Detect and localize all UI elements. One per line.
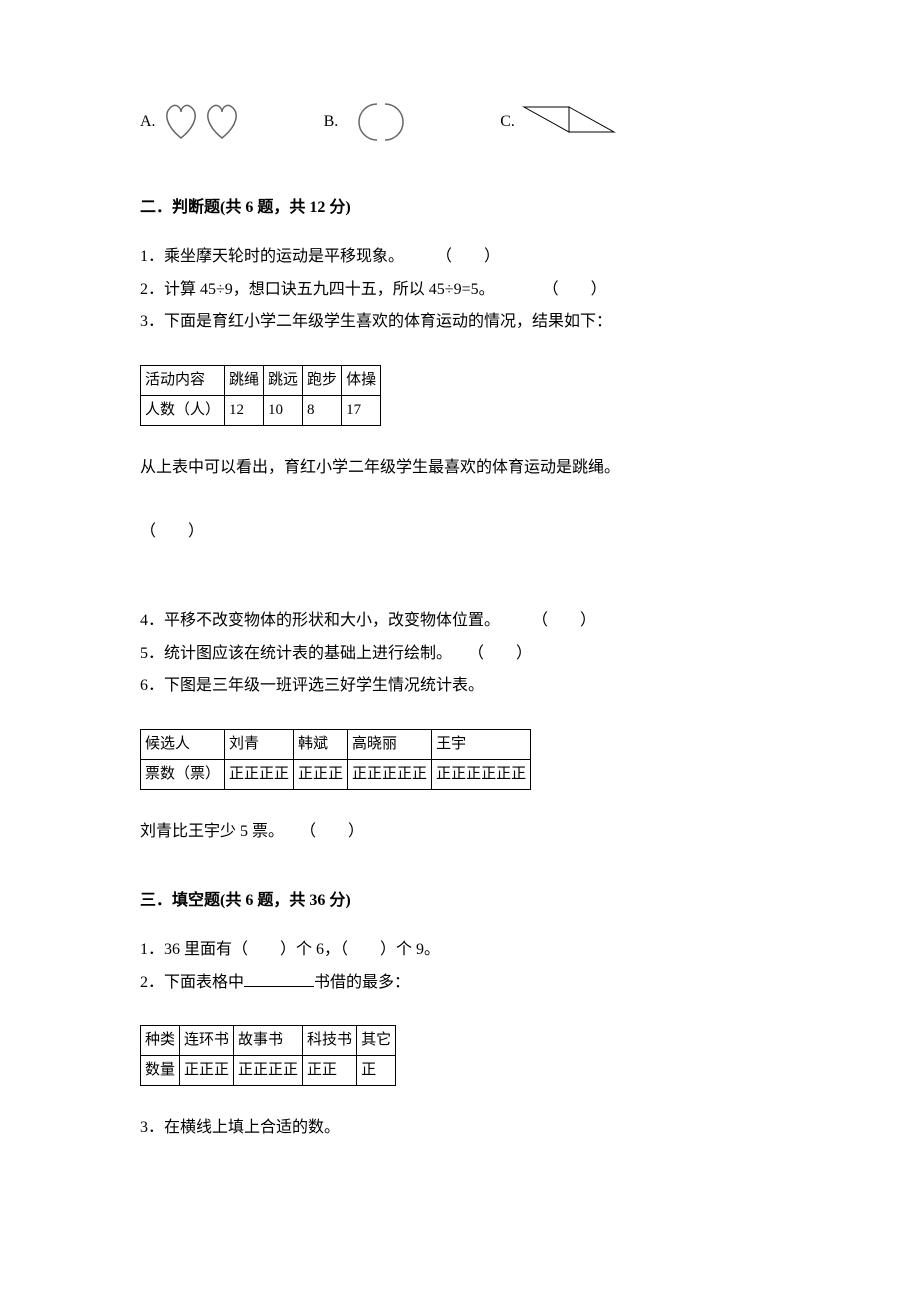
choice-b: B. (324, 100, 421, 144)
fill-q2: 2．下面表格中 书借的最多： (140, 969, 790, 998)
crescents-icon (342, 100, 420, 144)
judgment-q6-intro: 6．下图是三年级一班评选三好学生情况统计表。 (140, 672, 790, 701)
table-cell: 活动内容 (141, 366, 225, 396)
judgment-q3-after: 从上表中可以看出，育红小学二年级学生最喜欢的体育运动是跳绳。 (140, 454, 790, 483)
choice-a: A. (140, 100, 244, 144)
blank-line (244, 971, 314, 987)
vote-table: 候选人 刘青 韩斌 高晓丽 王宇 票数（票） 正正正正 正正正 正正正正正 正正… (140, 729, 531, 790)
table-cell: 故事书 (234, 1026, 303, 1056)
table-cell: 票数（票） (141, 760, 225, 790)
table-cell: 跳绳 (225, 366, 264, 396)
table-cell: 人数（人） (141, 396, 225, 426)
judgment-q5: 5．统计图应该在统计表的基础上进行绘制。 （ ） (140, 640, 790, 669)
table-cell: 其它 (357, 1026, 396, 1056)
table-row: 数量 正正正 正正正正 正正 正 (141, 1056, 396, 1086)
table-cell: 韩斌 (294, 730, 348, 760)
table-cell: 正正正正 (234, 1056, 303, 1086)
table-row: 种类 连环书 故事书 科技书 其它 (141, 1026, 396, 1056)
table-cell: 正正正 (180, 1056, 234, 1086)
choice-a-label: A. (140, 108, 156, 137)
choice-c-label: C. (500, 108, 515, 137)
table-cell: 正正正正 (225, 760, 294, 790)
table-cell: 跑步 (303, 366, 342, 396)
table-row: 票数（票） 正正正正 正正正 正正正正正 正正正正正正 (141, 760, 531, 790)
judgment-q1: 1．乘坐摩天轮时的运动是平移现象。 （ ） (140, 243, 790, 272)
choice-row: A. B. C. (140, 100, 790, 144)
table-cell: 刘青 (225, 730, 294, 760)
table-cell: 高晓丽 (348, 730, 432, 760)
table-cell: 候选人 (141, 730, 225, 760)
judgment-q2: 2．计算 45÷9，想口诀五九四十五，所以 45÷9=5。 （ ） (140, 276, 790, 305)
judgment-q6-after: 刘青比王宇少 5 票。 （ ） (140, 818, 790, 847)
table-cell: 连环书 (180, 1026, 234, 1056)
table-cell: 正 (357, 1056, 396, 1086)
table-cell: 种类 (141, 1026, 180, 1056)
fill-q2-post: 书借的最多： (314, 974, 410, 991)
section-three-heading: 三．填空题(共 6 题，共 36 分) (140, 887, 790, 916)
table-row: 活动内容 跳绳 跳远 跑步 体操 (141, 366, 381, 396)
table-cell: 科技书 (303, 1026, 357, 1056)
choice-c: C. (500, 102, 619, 142)
fill-q2-pre: 2．下面表格中 (140, 974, 244, 991)
table-cell: 王宇 (432, 730, 531, 760)
table-cell: 数量 (141, 1056, 180, 1086)
table-cell: 正正正正正 (348, 760, 432, 790)
table-cell: 12 (225, 396, 264, 426)
judgment-q3-blank: （ ） (140, 518, 790, 547)
table-row: 候选人 刘青 韩斌 高晓丽 王宇 (141, 730, 531, 760)
section-two-heading: 二．判断题(共 6 题，共 12 分) (140, 194, 790, 223)
fill-q3: 3．在横线上填上合适的数。 (140, 1114, 790, 1143)
table-cell: 8 (303, 396, 342, 426)
judgment-q4: 4．平移不改变物体的形状和大小，改变物体位置。 （ ） (140, 607, 790, 636)
table-cell: 10 (264, 396, 303, 426)
table-cell: 正正 (303, 1056, 357, 1086)
table-cell: 体操 (342, 366, 381, 396)
table-cell: 17 (342, 396, 381, 426)
choice-b-label: B. (324, 108, 339, 137)
hearts-icon (160, 100, 244, 144)
book-table: 种类 连环书 故事书 科技书 其它 数量 正正正 正正正正 正正 正 (140, 1025, 396, 1086)
sports-table: 活动内容 跳绳 跳远 跑步 体操 人数（人） 12 10 8 17 (140, 365, 381, 426)
triangles-icon (519, 102, 619, 142)
table-row: 人数（人） 12 10 8 17 (141, 396, 381, 426)
judgment-q3-intro: 3．下面是育红小学二年级学生喜欢的体育运动的情况，结果如下： (140, 308, 790, 337)
table-cell: 正正正正正正 (432, 760, 531, 790)
table-cell: 正正正 (294, 760, 348, 790)
fill-q1: 1．36 里面有（ ）个 6，（ ）个 9。 (140, 936, 790, 965)
table-cell: 跳远 (264, 366, 303, 396)
